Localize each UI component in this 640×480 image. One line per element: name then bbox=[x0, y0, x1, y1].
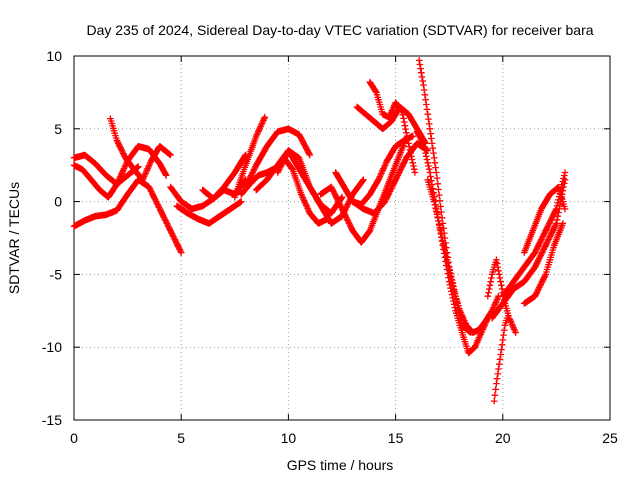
plus-markers bbox=[349, 140, 432, 217]
x-tick-label: 20 bbox=[495, 430, 511, 446]
plus-markers bbox=[366, 78, 419, 176]
series-track-26 bbox=[520, 220, 567, 307]
series-track-4 bbox=[107, 115, 174, 184]
y-tick-label: 5 bbox=[54, 121, 62, 137]
plus-markers bbox=[199, 151, 249, 202]
series-track-17 bbox=[366, 78, 419, 176]
series-track-3 bbox=[70, 151, 142, 188]
x-tick-label: 25 bbox=[602, 430, 618, 446]
series-track-2 bbox=[70, 143, 170, 201]
plus-markers bbox=[173, 198, 245, 227]
y-tick-label: 10 bbox=[46, 48, 62, 64]
series-track-25 bbox=[520, 183, 569, 256]
axis-ticks: 0 5 10 15 20 25 -15 -10 -5 0 5 10 bbox=[42, 48, 618, 446]
chart-title: Day 235 of 2024, Sidereal Day-to-day VTE… bbox=[86, 22, 593, 38]
y-tick-label: -15 bbox=[42, 412, 62, 428]
plus-markers bbox=[231, 113, 269, 201]
plus-markers bbox=[488, 176, 569, 322]
plus-markers bbox=[499, 169, 569, 300]
plus-markers bbox=[70, 151, 142, 188]
x-axis-label: GPS time / hours bbox=[287, 457, 394, 473]
series-track-20 bbox=[424, 176, 502, 336]
y-tick-label: -5 bbox=[50, 266, 63, 282]
series-track-7 bbox=[199, 151, 249, 202]
series-track-22 bbox=[490, 314, 511, 405]
x-tick-label: 0 bbox=[70, 430, 78, 446]
plus-markers bbox=[70, 143, 170, 201]
plus-markers bbox=[70, 176, 185, 256]
series-track-13 bbox=[317, 140, 408, 246]
y-tick-label: -10 bbox=[42, 339, 62, 355]
x-tick-label: 5 bbox=[177, 430, 185, 446]
series-track-24 bbox=[499, 169, 569, 300]
plus-markers bbox=[520, 220, 567, 307]
plus-markers bbox=[317, 140, 408, 246]
series-track-1 bbox=[70, 176, 185, 256]
plus-markers bbox=[490, 314, 511, 405]
series-track-8 bbox=[231, 113, 269, 201]
y-tick-label: 0 bbox=[54, 194, 62, 210]
plot-frame bbox=[73, 55, 611, 421]
data-marks bbox=[70, 57, 569, 405]
y-axis-label: SDTVAR / TECUs bbox=[6, 182, 22, 294]
plus-markers bbox=[520, 183, 569, 256]
series-track-15 bbox=[349, 140, 432, 217]
series-track-6 bbox=[173, 198, 245, 227]
x-tick-label: 15 bbox=[388, 430, 404, 446]
x-tick-label: 10 bbox=[281, 430, 297, 446]
series-track-23 bbox=[488, 176, 569, 322]
plus-markers bbox=[107, 115, 174, 184]
plus-markers bbox=[424, 176, 502, 336]
